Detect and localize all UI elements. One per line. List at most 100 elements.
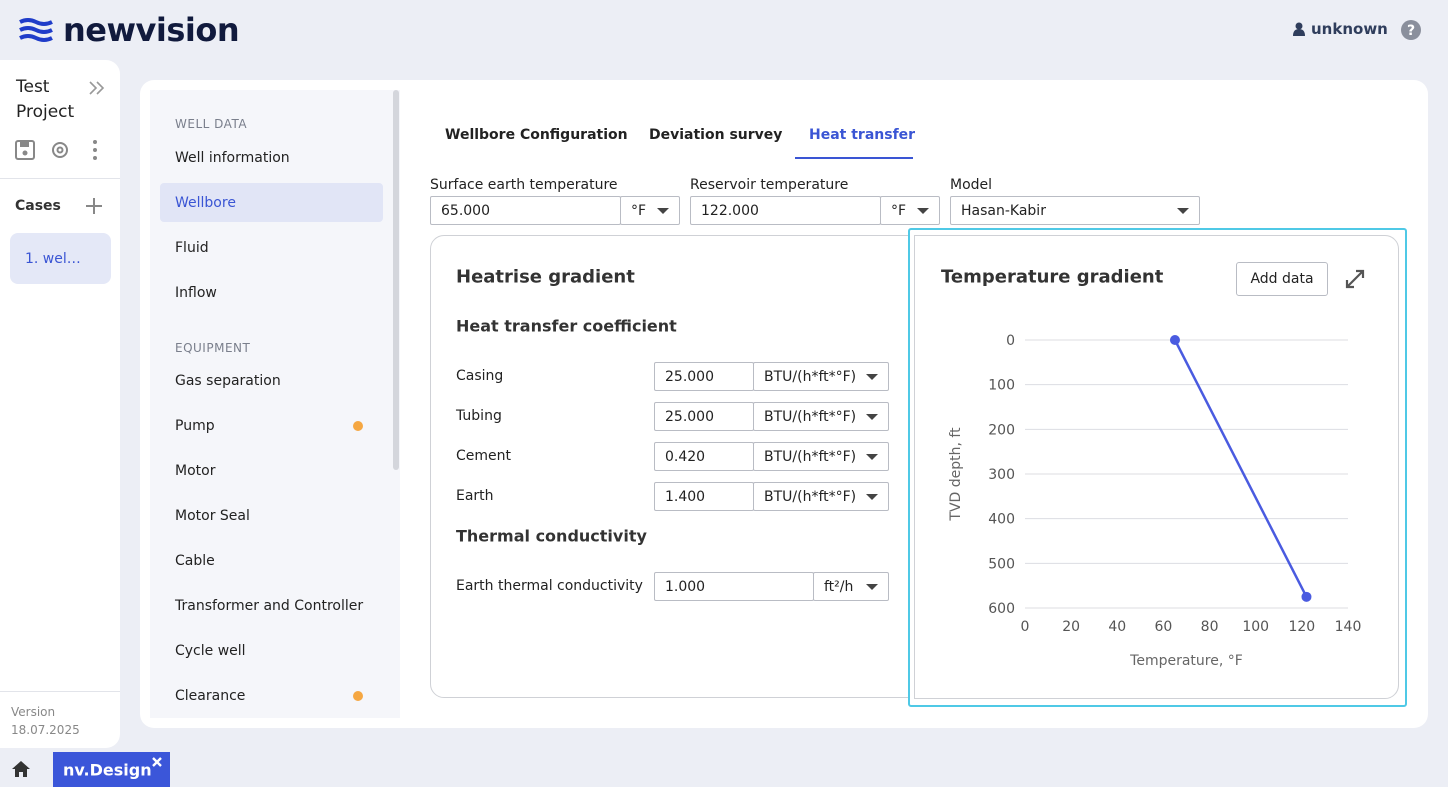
add-case-icon[interactable]	[85, 197, 103, 215]
button-label[interactable]: Add data	[1250, 271, 1314, 287]
tab[interactable]: Deviation survey	[649, 127, 783, 143]
help-icon[interactable]: ?	[1400, 19, 1422, 41]
fullscreen-icon[interactable]	[1344, 268, 1366, 290]
caret	[866, 454, 878, 460]
brand[interactable]: newvision	[63, 11, 240, 49]
nav-item[interactable]: Motor Seal	[175, 508, 250, 524]
divider	[0, 691, 120, 692]
input[interactable]: 1.000	[654, 572, 814, 601]
model-select[interactable]: Hasan-Kabir	[950, 196, 1200, 225]
unit-select[interactable]: BTU/(h*ft*°F)	[753, 482, 889, 511]
input-value: 25.000	[665, 408, 714, 425]
input-value: 25.000	[665, 368, 714, 385]
point	[1301, 591, 1312, 602]
case-item[interactable]	[10, 233, 111, 284]
nav-section: EQUIPMENT	[175, 341, 251, 355]
tab[interactable]: Wellbore Configuration	[445, 127, 628, 143]
unit-select[interactable]: °F	[620, 196, 680, 225]
field-label: Reservoir temperature	[690, 177, 849, 193]
close-tab-icon[interactable]	[151, 756, 163, 768]
nav-item[interactable]: Cycle well	[175, 643, 246, 659]
input[interactable]: 25.000	[654, 362, 754, 391]
caret	[866, 414, 878, 420]
project-title: Test	[16, 77, 50, 97]
nav-item[interactable]: Clearance	[175, 688, 246, 704]
y-tick-label: 400	[988, 512, 1015, 528]
chart-card	[914, 235, 1399, 699]
x-tick-label: 40	[1108, 619, 1126, 635]
section-title: Heatrise gradient	[456, 266, 635, 288]
nav-item[interactable]: Motor	[175, 463, 216, 479]
row-label: Earth thermal conductivity	[456, 578, 643, 594]
unit: BTU/(h*ft*°F)	[764, 368, 857, 385]
nav-item[interactable]: Transformer and Controller	[175, 598, 364, 614]
status-dot	[353, 691, 363, 701]
app-tab[interactable]	[53, 752, 170, 787]
input[interactable]: 65.000	[430, 196, 621, 225]
input[interactable]: 122.000	[690, 196, 881, 225]
y-tick-label: 0	[1006, 333, 1015, 349]
model-value: Hasan-Kabir	[961, 202, 1046, 219]
nav-item[interactable]: Wellbore	[175, 195, 236, 211]
input[interactable]: 25.000	[654, 402, 754, 431]
x-tick-label: 140	[1335, 619, 1362, 635]
unit: BTU/(h*ft*°F)	[764, 448, 857, 465]
nav-item[interactable]: Pump	[175, 418, 215, 434]
input-value: 1.400	[665, 488, 706, 505]
unit: ft²/h	[824, 578, 854, 595]
line	[1173, 339, 1308, 598]
input[interactable]: 1.400	[654, 482, 754, 511]
user-name[interactable]: unknown	[1311, 20, 1388, 38]
unit-select[interactable]: BTU/(h*ft*°F)	[753, 362, 889, 391]
case-name[interactable]: 1. wel…	[25, 251, 81, 267]
project-actions[interactable]	[14, 139, 108, 161]
nav-item[interactable]: Cable	[175, 553, 215, 569]
version: 18.07.2025	[11, 723, 80, 737]
unit: BTU/(h*ft*°F)	[764, 408, 857, 425]
tab-underline	[795, 157, 913, 159]
x-tick-label: 80	[1201, 619, 1219, 635]
nav-item[interactable]: Gas separation	[175, 373, 281, 389]
svg-text:?: ?	[1407, 23, 1415, 39]
project-panel	[0, 60, 120, 748]
x-tick-label: 0	[1021, 619, 1030, 635]
x-tick-label: 120	[1288, 619, 1315, 635]
nav-selected[interactable]	[160, 183, 383, 222]
user-icon	[1293, 22, 1305, 36]
input-value: 0.420	[665, 448, 706, 465]
app-tab-label[interactable]: nv.Design	[63, 760, 152, 780]
home-icon[interactable]	[11, 760, 31, 778]
x-tick-label: 60	[1155, 619, 1173, 635]
caret	[866, 494, 878, 500]
x-axis-label: Temperature, °F	[1129, 653, 1243, 669]
unit: °F	[631, 202, 647, 219]
unit-select[interactable]: BTU/(h*ft*°F)	[753, 402, 889, 431]
unit-select[interactable]: °F	[880, 196, 940, 225]
subsection-title: Heat transfer coefficient	[456, 316, 677, 336]
unit-select[interactable]: ft²/h	[813, 572, 889, 601]
caret	[866, 584, 878, 590]
caret	[866, 374, 878, 380]
add-data-button[interactable]: Add data	[1236, 262, 1328, 296]
expand-panel-icon[interactable]	[88, 80, 106, 96]
cases-label: Cases	[15, 198, 61, 214]
nav-item[interactable]: Well information	[175, 150, 290, 166]
scrollbar[interactable]	[393, 90, 399, 470]
nav-item[interactable]: Fluid	[175, 240, 209, 256]
row-label: Cement	[456, 448, 512, 464]
y-tick-label: 600	[988, 601, 1015, 617]
unit: °F	[891, 202, 907, 219]
nav-item[interactable]: Inflow	[175, 285, 217, 301]
y-axis-label: TVD depth, ft	[948, 427, 964, 522]
unit-select[interactable]: BTU/(h*ft*°F)	[753, 442, 889, 471]
caret	[657, 208, 669, 214]
tab-active[interactable]: Heat transfer	[809, 127, 916, 143]
row-label: Earth	[456, 488, 494, 504]
input-value: 65.000	[441, 202, 490, 219]
y-tick-label: 200	[988, 422, 1015, 438]
row-label: Tubing	[456, 408, 502, 424]
unit: BTU/(h*ft*°F)	[764, 488, 857, 505]
input[interactable]: 0.420	[654, 442, 754, 471]
